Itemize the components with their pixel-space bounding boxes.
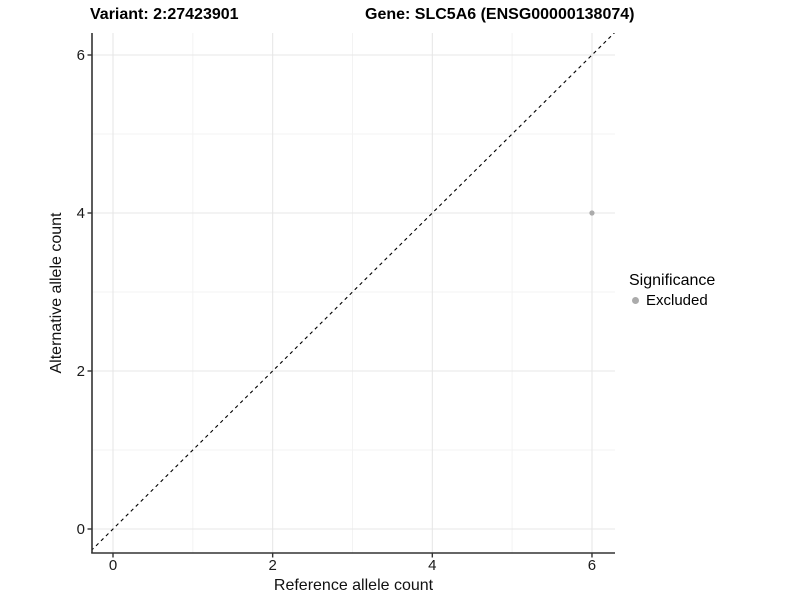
plot-title-gene: Gene: SLC5A6 (ENSG00000138074) (365, 6, 635, 23)
y-tick-label: 2 (77, 363, 85, 380)
x-tick-label: 2 (268, 557, 276, 574)
legend-entry-excluded: Excluded (629, 292, 715, 309)
y-tick-label: 6 (77, 47, 85, 64)
legend: Significance Excluded (629, 271, 715, 309)
y-tick-label: 0 (77, 521, 85, 538)
data-point (589, 210, 595, 216)
legend-entry-label: Excluded (646, 292, 708, 309)
legend-point-icon (632, 297, 639, 304)
x-tick-label: 6 (588, 557, 596, 574)
x-tick-label: 4 (428, 557, 436, 574)
y-axis-label: Alternative allele count (48, 212, 65, 374)
identity-line (92, 33, 615, 551)
x-tick-label: 0 (109, 557, 117, 574)
legend-title: Significance (629, 272, 716, 289)
plot-title-variant: Variant: 2:27423901 (90, 6, 239, 23)
x-axis-label: Reference allele count (273, 577, 434, 594)
y-tick-label: 4 (77, 205, 85, 222)
